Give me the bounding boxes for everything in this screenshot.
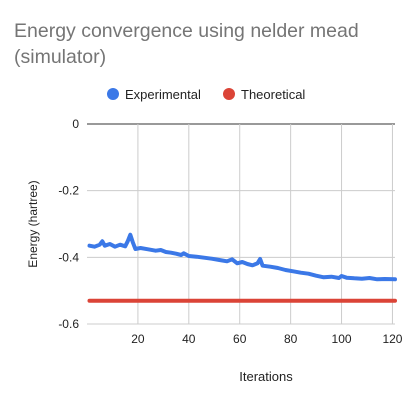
x-tick-label: 60 xyxy=(233,332,247,346)
x-axis-label: Iterations xyxy=(239,369,293,384)
series-line-experimental xyxy=(87,232,397,282)
x-tick-label: 80 xyxy=(284,332,298,346)
x-tick-label: 20 xyxy=(131,332,145,346)
legend-label-theoretical: Theoretical xyxy=(241,87,305,102)
legend-swatch-experimental xyxy=(107,88,119,100)
gridlines xyxy=(87,123,395,325)
legend: Experimental Theoretical xyxy=(107,87,305,102)
y-axis-label: Energy (hartree) xyxy=(26,180,40,267)
y-tick-label: -0.4 xyxy=(58,250,79,264)
x-tick-label: 120 xyxy=(382,332,402,346)
y-tick-label: -0.2 xyxy=(58,184,79,198)
y-tick-label: -0.6 xyxy=(58,317,79,331)
series-layer xyxy=(87,232,397,303)
x-tick-label: 40 xyxy=(182,332,196,346)
x-tick-label: 100 xyxy=(332,332,352,346)
y-tick-label: 0 xyxy=(72,117,79,131)
tick-labels: 0 -0.2 -0.4 -0.6 20 40 60 80 100 120 xyxy=(58,117,402,346)
legend-swatch-theoretical xyxy=(223,88,235,100)
chart-title: Energy convergence using nelder mead (si… xyxy=(14,20,359,68)
legend-label-experimental: Experimental xyxy=(125,87,201,102)
